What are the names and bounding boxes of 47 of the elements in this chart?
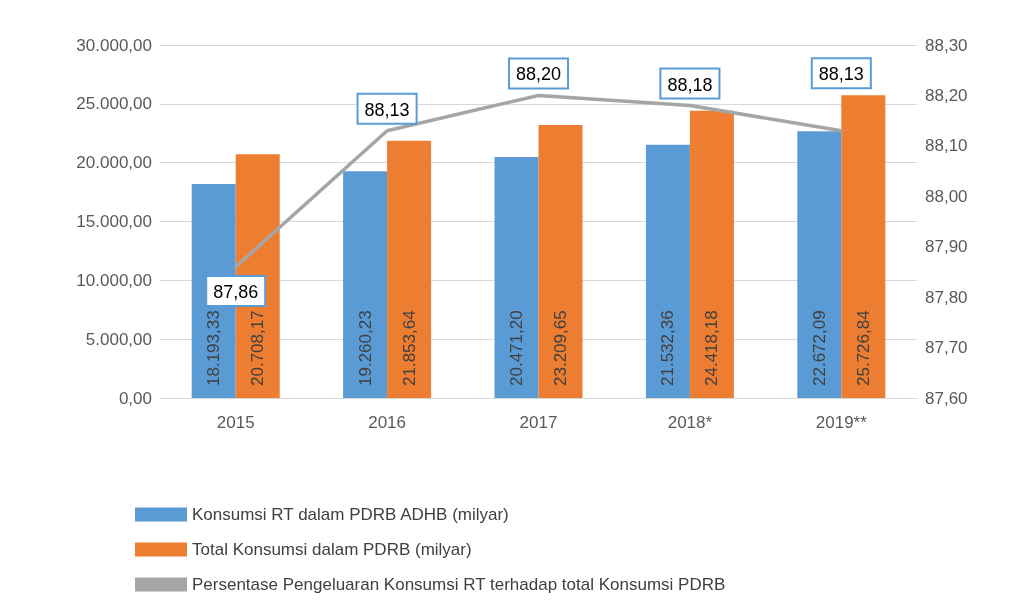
bar: [387, 140, 432, 398]
data-label: 24.418,18: [702, 310, 722, 386]
y-tick-label: 0,00: [118, 388, 152, 408]
y2-tick-label: 87,60: [925, 388, 968, 408]
x-tick-label: 2019**: [815, 413, 868, 432]
data-label: 18.193,33: [204, 310, 224, 386]
bar: [494, 157, 539, 398]
x-tick-label: 2017: [519, 413, 558, 432]
x-tick-label: 2018*: [667, 413, 713, 432]
bar: [689, 110, 734, 398]
y-tick-label: 20.000,00: [76, 153, 152, 173]
legend-label: Konsumsi RT dalam PDRB ADHB (milyar): [192, 505, 509, 524]
x-tick-label: 2016: [368, 413, 407, 432]
data-label: 20.471,20: [507, 310, 526, 386]
data-label: 88,13: [364, 99, 410, 120]
data-label: 22.672,09: [809, 310, 829, 386]
y2-tick-label: 88,20: [925, 85, 968, 105]
y-tick-label: 30.000,00: [76, 35, 152, 55]
y2-tick-label: 87,90: [925, 237, 968, 257]
data-label: 87,86: [213, 281, 259, 302]
legend-label: Persentase Pengeluaran Konsumsi RT terhadap total Konsumsi PDRB: [192, 575, 726, 594]
data-label: 25.726,84: [853, 310, 873, 386]
bar: [841, 95, 886, 398]
y2-tick-label: 88,30: [925, 35, 968, 55]
bar: [645, 144, 690, 398]
data-label: 88,20: [515, 64, 562, 85]
bar: [538, 124, 583, 398]
y2-tick-label: 88,00: [925, 186, 968, 206]
data-label: 21.532,36: [658, 310, 678, 386]
data-label: 20.708,17: [248, 310, 268, 386]
y2-tick-label: 87,80: [925, 287, 968, 307]
bar: [797, 131, 842, 398]
y2-tick-label: 87,70: [925, 338, 968, 358]
legend-label: Total Konsumsi dalam PDRB (milyar): [192, 540, 472, 559]
y2-tick-label: 88,10: [925, 136, 968, 156]
data-label: 88,13: [818, 64, 864, 85]
data-label: 21.853,64: [399, 310, 419, 386]
y-tick-label: 5.000,00: [85, 329, 152, 349]
y-tick-label: 10.000,00: [76, 270, 152, 290]
y-tick-label: 25.000,00: [76, 94, 152, 114]
bar: [343, 171, 388, 398]
y-tick-label: 15.000,00: [76, 212, 152, 231]
data-label: 88,18: [667, 74, 713, 95]
data-label: 23.209,65: [551, 310, 570, 386]
x-tick-label: 2015: [216, 413, 255, 432]
data-label: 19.260,23: [355, 310, 375, 386]
line-series: [233, 93, 844, 269]
